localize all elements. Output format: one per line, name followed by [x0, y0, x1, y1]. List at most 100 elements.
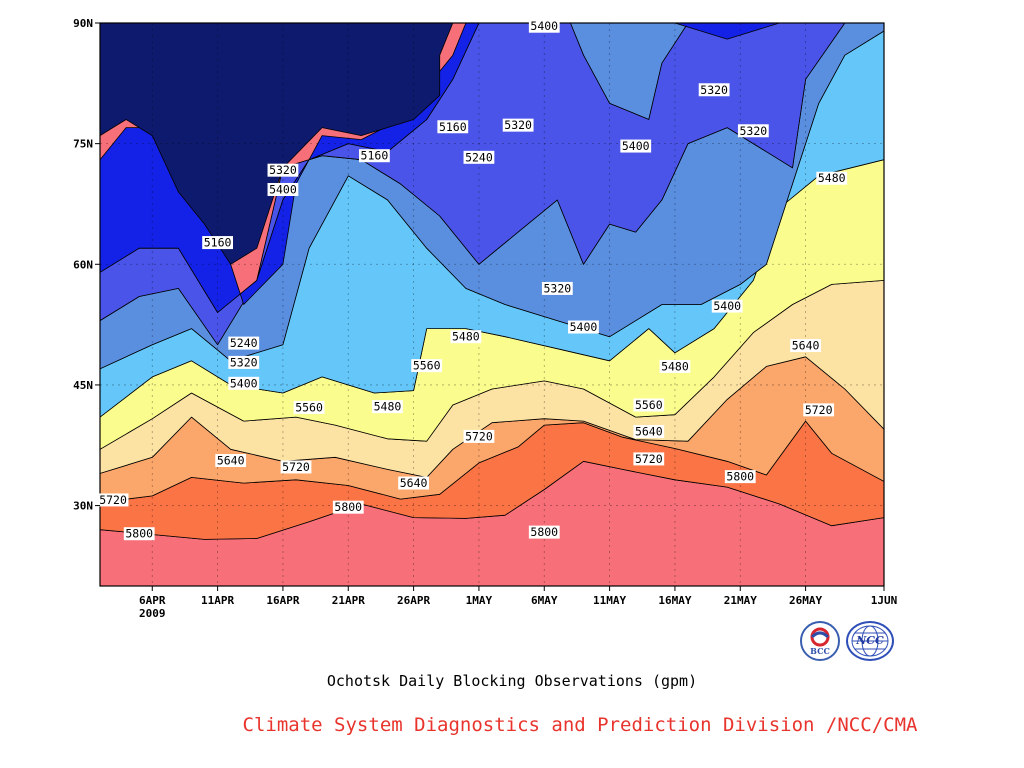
y-tick-label-0: 30N [73, 500, 93, 513]
x-tick-label-3: 21APR [332, 594, 365, 607]
bcc-emblem-icon [810, 627, 830, 647]
x-tick-label-10: 26MAY [789, 594, 822, 607]
x-tick-year-label: 2009 [139, 607, 166, 620]
contour-label-18: 5320 [230, 355, 258, 369]
contour-label-bg-27 [463, 429, 495, 443]
contour-bands [100, 23, 884, 586]
contour-label-0: 5400 [530, 19, 558, 33]
contour-label-16: 5240 [230, 336, 258, 350]
contour-label-bg-15 [450, 330, 482, 344]
contour-label-bg-5 [620, 139, 652, 153]
contour-label-22: 5480 [374, 400, 402, 414]
contour-label-bg-4 [737, 124, 769, 138]
contour-label-23: 5560 [295, 400, 323, 414]
contour-label-bg-24 [633, 398, 665, 412]
contour-label-bg-13 [711, 299, 743, 313]
contour-label-29: 5720 [635, 452, 663, 466]
contour-label-bg-36 [528, 525, 560, 539]
contour-label-bg-9 [267, 182, 299, 196]
contour-label-14: 5400 [570, 320, 598, 334]
ncc-logo-text: NCC [856, 634, 884, 647]
contour-label-6: 5160 [361, 149, 389, 163]
contour-labels: 5400 5320 5160 5320 5320 5400 5160 5240 5320 5400… [97, 19, 848, 541]
contour-label-bg-25 [803, 403, 835, 417]
x-tick-label-1: 11APR [201, 594, 234, 607]
globe-icon [851, 625, 889, 657]
x-tick-label-8: 16MAY [658, 594, 691, 607]
contour-label-10: 5480 [818, 171, 846, 185]
contour-label-bg-6 [359, 149, 390, 163]
x-tick-label-11: 1JUN [871, 594, 898, 607]
x-tick-label-0: 6APR [139, 594, 166, 607]
contour-label-bg-18 [228, 355, 260, 369]
contour-label-7: 5240 [465, 150, 493, 164]
contour-label-bg-23 [293, 400, 325, 414]
contour-label-28: 5640 [217, 454, 245, 468]
contour-label-4: 5320 [739, 124, 767, 138]
plot-frame [99, 22, 885, 587]
contour-band-5160-5240-1 [674, 23, 780, 40]
contour-label-bg-34 [332, 500, 364, 514]
contour-label-bg-7 [463, 150, 495, 164]
contour-label-bg-12 [541, 281, 573, 295]
contour-label-bg-32 [398, 476, 429, 490]
chart-title: Ochotsk Daily Blocking Observations (gpm… [326, 672, 698, 690]
x-tick-label-9: 21MAY [724, 594, 757, 607]
contour-label-bg-0 [528, 19, 560, 33]
credit-line: Climate System Diagnostics and Predictio… [242, 714, 918, 736]
contour-label-bg-20 [659, 359, 691, 373]
contour-label-bg-35 [123, 527, 155, 541]
contour-label-11: 5160 [204, 236, 232, 250]
contour-label-15: 5480 [452, 330, 480, 344]
contour-chart: 5400 5320 5160 5320 5320 5400 5160 5240 5320 5400… [73, 17, 897, 620]
contour-label-21: 5400 [230, 376, 258, 390]
contour-label-bg-31 [724, 470, 756, 484]
y-tick-label-1: 45N [73, 379, 93, 392]
contour-label-9: 5400 [269, 182, 297, 196]
contour-label-bg-21 [228, 376, 260, 390]
contour-label-3: 5320 [504, 118, 532, 132]
x-tick-label-7: 11MAY [593, 594, 626, 607]
y-tick-label-3: 75N [73, 138, 93, 151]
bcc-logo-text: BCC [810, 646, 830, 656]
contour-label-8: 5320 [269, 163, 297, 177]
contour-label-31: 5800 [726, 470, 754, 484]
contour-label-bg-33 [97, 493, 129, 507]
contour-label-bg-2 [437, 120, 469, 134]
bcc-logo: BCC [800, 621, 840, 661]
contour-label-bg-14 [568, 320, 599, 334]
contour-label-bg-22 [372, 400, 403, 414]
contour-label-25: 5720 [805, 403, 833, 417]
contour-label-bg-19 [411, 359, 443, 373]
contour-label-26: 5640 [635, 425, 663, 439]
contour-label-bg-10 [816, 171, 848, 185]
contour-label-35: 5800 [125, 527, 153, 541]
contour-label-bg-28 [215, 454, 247, 468]
contour-label-34: 5800 [334, 500, 362, 514]
x-tick-label-5: 1MAY [466, 594, 493, 607]
contour-label-33: 5720 [99, 493, 127, 507]
contour-label-1: 5320 [700, 83, 728, 97]
x-tick-label-4: 26APR [397, 594, 430, 607]
contour-label-20: 5480 [661, 359, 689, 373]
contour-band-5080-5160-0 [100, 23, 454, 265]
contour-label-27: 5720 [465, 429, 493, 443]
contour-label-24: 5560 [635, 398, 663, 412]
contour-label-bg-16 [228, 336, 260, 350]
contour-label-5: 5400 [622, 139, 650, 153]
ncc-logo: NCC [846, 621, 894, 661]
contour-label-bg-29 [633, 452, 665, 466]
y-tick-label-2: 60N [73, 258, 93, 271]
contour-label-bg-1 [698, 83, 730, 97]
contour-label-19: 5560 [413, 359, 441, 373]
contour-label-12: 5320 [543, 281, 571, 295]
x-tick-label-2: 16APR [266, 594, 299, 607]
contour-label-17: 5640 [792, 339, 820, 353]
contour-label-30: 5720 [282, 460, 310, 474]
contour-label-32: 5640 [400, 476, 428, 490]
contour-label-36: 5800 [530, 525, 558, 539]
contour-label-bg-26 [633, 425, 665, 439]
contour-label-bg-8 [267, 163, 299, 177]
contour-label-2: 5160 [439, 120, 467, 134]
